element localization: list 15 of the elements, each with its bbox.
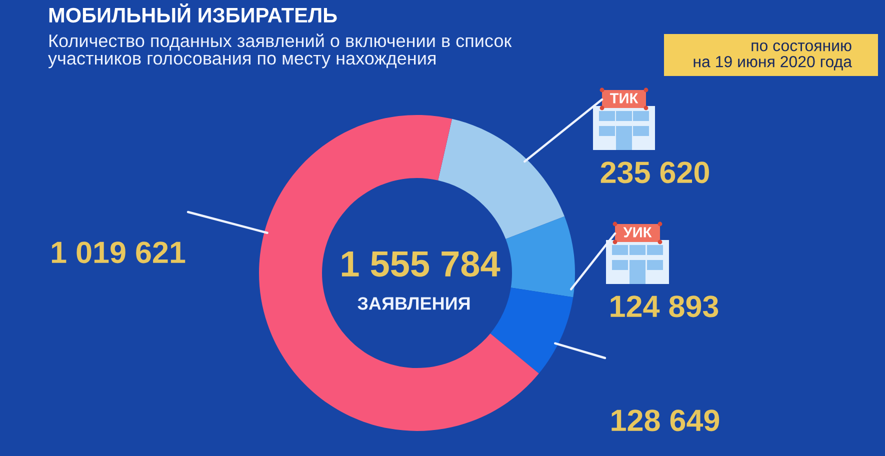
chart-subtitle: Количество поданных заявлений о включении в список участников голосования по месту нахождения xyxy=(48,34,512,68)
chart-title: МОБИЛЬНЫЙ ИЗБИРАТЕЛЬ xyxy=(49,4,337,23)
donut-slice xyxy=(506,216,575,298)
donut-slice xyxy=(490,288,574,374)
data-label: 124 893 xyxy=(610,296,718,318)
text: ЗАЯВЛЕНИЯ xyxy=(358,297,470,310)
data-label: 1 019 621 xyxy=(52,242,186,264)
text: 1 555 784 xyxy=(342,251,500,277)
data-label: 235 620 xyxy=(600,162,709,184)
text: по состоянию на 19 июня 2020 года xyxy=(694,42,852,70)
donut-slice xyxy=(259,115,539,431)
slice-label: УИК xyxy=(623,227,652,238)
data-label: 128 649 xyxy=(612,410,720,432)
donut-slice xyxy=(438,118,565,239)
slice-label: ТИК xyxy=(610,93,638,104)
